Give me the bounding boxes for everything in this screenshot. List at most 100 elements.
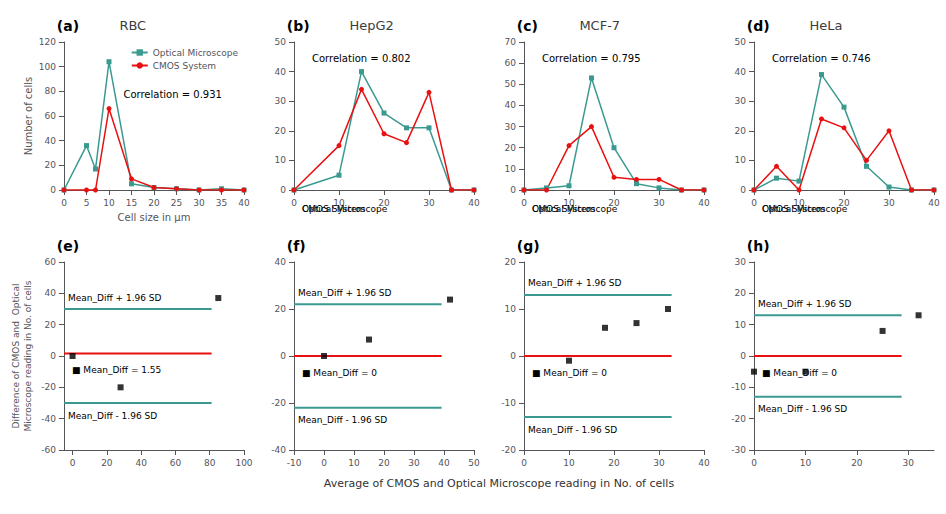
svg-text:Correlation = 0.802: Correlation = 0.802 [312,53,411,64]
svg-text:Mean_Diff + 1.96 SD: Mean_Diff + 1.96 SD [298,288,392,298]
svg-text:10: 10 [735,320,747,330]
svg-text:10: 10 [563,458,575,468]
svg-text:20: 20 [735,288,747,298]
svg-text:30: 30 [903,458,915,468]
svg-text:0: 0 [50,185,56,195]
svg-text:-30: -30 [731,445,746,455]
svg-text:30: 30 [505,122,517,132]
svg-text:50: 50 [505,79,517,89]
svg-text:0: 0 [280,351,286,361]
svg-text:Mean_Diff + 1.96 SD: Mean_Diff + 1.96 SD [528,278,622,288]
svg-text:(d): (d) [747,18,770,34]
svg-text:40: 40 [698,198,710,208]
svg-text:0: 0 [740,185,746,195]
svg-text:20: 20 [275,304,287,314]
svg-text:10: 10 [735,155,747,165]
svg-text:60: 60 [45,111,57,121]
svg-text:0: 0 [50,351,56,361]
svg-text:(f): (f) [287,238,306,254]
svg-text:20: 20 [851,458,863,468]
svg-text:60: 60 [45,257,57,267]
svg-text:Correlation = 0.795: Correlation = 0.795 [542,53,641,64]
svg-text:50: 50 [468,458,480,468]
svg-text:■ Mean_Diff = 0: ■ Mean_Diff = 0 [762,368,837,378]
svg-text:-20: -20 [731,414,746,424]
svg-text:0: 0 [510,351,516,361]
svg-text:40: 40 [928,198,940,208]
svg-text:40: 40 [698,458,710,468]
svg-text:0: 0 [521,458,527,468]
svg-text:Optical Microscope: Optical Microscope [762,204,848,214]
svg-text:20: 20 [45,320,57,330]
svg-text:5: 5 [84,198,90,208]
svg-text:Optical Microscope: Optical Microscope [302,204,388,214]
svg-text:40: 40 [275,67,287,77]
svg-text:-40: -40 [271,445,286,455]
svg-text:0: 0 [280,185,286,195]
svg-text:40: 40 [45,136,57,146]
svg-text:20: 20 [505,257,517,267]
svg-text:-20: -20 [501,445,516,455]
svg-text:-60: -60 [41,445,56,455]
svg-text:40: 40 [238,198,250,208]
svg-text:Mean_Diff + 1.96 SD: Mean_Diff + 1.96 SD [758,299,852,309]
svg-text:10: 10 [103,198,115,208]
svg-text:30: 30 [193,198,205,208]
svg-text:CMOS System: CMOS System [153,61,216,71]
svg-text:Mean_Diff + 1.96 SD: Mean_Diff + 1.96 SD [68,293,162,303]
svg-text:Mean_Diff - 1.96 SD: Mean_Diff - 1.96 SD [298,415,387,425]
svg-text:■ Mean_Diff = 1.55: ■ Mean_Diff = 1.55 [72,365,161,375]
svg-text:Mean_Diff - 1.96 SD: Mean_Diff - 1.96 SD [758,404,847,414]
svg-text:-40: -40 [41,414,56,424]
svg-text:■ Mean_Diff = 0: ■ Mean_Diff = 0 [302,368,377,378]
svg-text:40: 40 [505,100,517,110]
svg-text:20: 20 [275,126,287,136]
svg-text:20: 20 [505,143,517,153]
svg-text:0: 0 [740,351,746,361]
svg-text:20: 20 [148,198,160,208]
svg-text:30: 30 [408,458,420,468]
svg-text:100: 100 [39,62,56,72]
svg-text:30: 30 [735,96,747,106]
svg-text:20: 20 [101,458,113,468]
svg-text:15: 15 [126,198,137,208]
svg-text:40: 40 [468,198,480,208]
svg-text:(a): (a) [57,18,79,34]
svg-text:25: 25 [171,198,182,208]
svg-text:60: 60 [170,458,182,468]
svg-text:80: 80 [45,86,57,96]
svg-text:10: 10 [275,155,287,165]
svg-text:Difference of CMOS and Optica: Difference of CMOS and Optical [11,284,21,429]
svg-text:Cell size in μm: Cell size in μm [118,212,191,223]
svg-text:40: 40 [45,288,57,298]
svg-text:Microscope reading in No. of c: Microscope reading in No. of cells [23,280,33,431]
svg-text:10: 10 [348,458,360,468]
svg-text:40: 40 [735,67,747,77]
svg-text:-20: -20 [271,398,286,408]
svg-text:0: 0 [751,198,757,208]
svg-text:Optical Microscope: Optical Microscope [532,204,618,214]
svg-text:Correlation = 0.746: Correlation = 0.746 [772,53,871,64]
svg-text:10: 10 [800,458,812,468]
svg-text:30: 30 [653,198,665,208]
svg-text:40: 40 [275,257,287,267]
svg-text:20: 20 [378,458,390,468]
svg-text:0: 0 [521,198,527,208]
svg-text:0: 0 [751,458,757,468]
svg-text:0: 0 [291,198,297,208]
svg-text:0: 0 [321,458,327,468]
svg-text:0: 0 [510,185,516,195]
svg-text:Correlation = 0.931: Correlation = 0.931 [123,89,222,100]
svg-text:0: 0 [61,198,67,208]
svg-text:(g): (g) [517,238,540,254]
svg-text:30: 30 [735,257,747,267]
svg-text:MCF-7: MCF-7 [579,18,620,33]
svg-text:RBC: RBC [119,18,146,33]
svg-text:120: 120 [39,37,56,47]
svg-text:30: 30 [275,96,287,106]
svg-text:■ Mean_Diff = 0: ■ Mean_Diff = 0 [532,368,607,378]
svg-text:Mean_Diff - 1.96 SD: Mean_Diff - 1.96 SD [68,411,157,421]
svg-text:Optical Microscope: Optical Microscope [153,48,239,58]
svg-text:Average of CMOS and Optical Mi: Average of CMOS and Optical Microscope r… [324,477,675,490]
svg-text:CMOS System: CMOS System [302,204,365,214]
